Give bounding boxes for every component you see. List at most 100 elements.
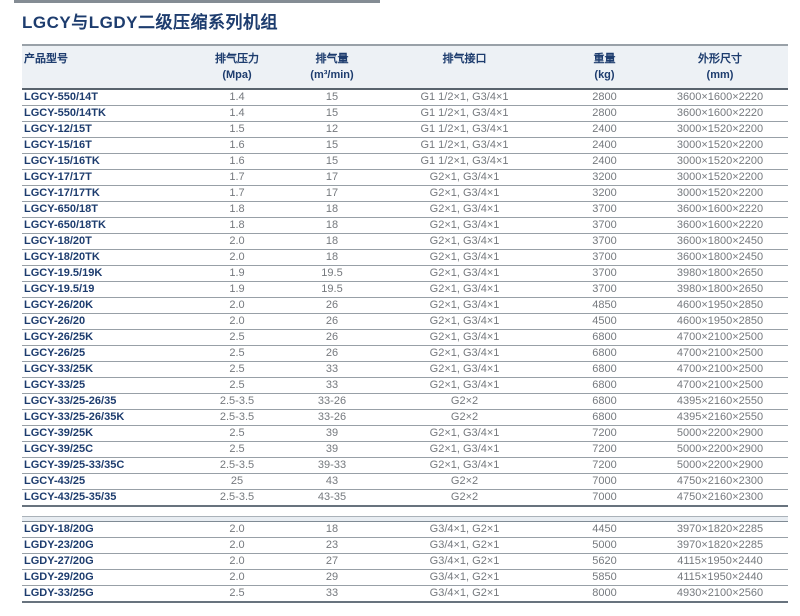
value-cell: 1.4 — [229, 91, 245, 103]
value-cell: 6800 — [557, 377, 652, 394]
value-cell: G2×1, G3/4×1 — [372, 185, 557, 202]
model-cell: LGCY-12/15T — [22, 121, 182, 138]
value-cell: 5000 — [557, 537, 652, 554]
value-cell: 2.5-3.5 — [182, 409, 292, 426]
value-cell: 19.5 — [292, 265, 372, 282]
model-cell: LGCY-33/25 — [22, 377, 182, 394]
value-cell: 3970×1820×2285 — [652, 537, 788, 554]
value-cell: 2.5 — [182, 361, 292, 378]
table-row: LGCY-33/25K 2.5 33 G2×1, G3/4×1 6800 4700×210… — [22, 361, 788, 378]
value-cell: 4115×1950×2440 — [652, 553, 788, 570]
value-cell: G2×1, G3/4×1 — [372, 249, 557, 266]
value-cell: 4700×2100×2500 — [652, 361, 788, 378]
table-row: LGCY-26/25K 2.5 26 G2×1, G3/4×1 6800 4700×210… — [22, 329, 788, 346]
value-cell: 18 — [292, 201, 372, 218]
section-gap — [22, 506, 788, 517]
value-cell: 15 — [292, 153, 372, 170]
value-cell: 17 — [292, 185, 372, 202]
value-cell: 4850 — [557, 297, 652, 314]
value-cell: 18 — [325, 523, 339, 535]
value-cell: 2800 — [592, 91, 617, 103]
value-cell: 1.8 — [182, 217, 292, 234]
value-cell: 26 — [292, 329, 372, 346]
model-cell: LGCY-33/25-26/35K — [22, 409, 182, 426]
value-cell: 2400 — [557, 153, 652, 170]
value-cell: G2×1, G3/4×1 — [372, 425, 557, 442]
model-cell: LGCY-26/20K — [22, 297, 182, 314]
value-cell: G1 1/2×1, G3/4×1 — [372, 105, 557, 122]
table-row: LGCY-19.5/19K 1.9 19.5 G2×1, G3/4×1 3700 3980… — [22, 265, 788, 282]
value-cell: 5000×2200×2900 — [652, 441, 788, 458]
page-title: LGCY与LGDY二级压缩系列机组 — [22, 13, 278, 32]
product-spec-table: 产品型号 排气压力 (Mpa) 排气量 (m³/min) 排气接口 重量 — [22, 44, 788, 603]
value-cell: 27 — [292, 553, 372, 570]
column-header-interface: 排气接口 — [372, 44, 557, 90]
value-cell: 2.0 — [182, 233, 292, 250]
value-cell: G2×1, G3/4×1 — [372, 441, 557, 458]
lgdy-section-body: LGDY-18/20G 2.0 18 G3/4×1, G2×1 4450 3970×182… — [22, 522, 788, 603]
value-cell: 3600×1800×2450 — [652, 233, 788, 250]
table-row: LGCY-550/14T 1.4 15 G1 1/2×1, G3/4×1 2800 360… — [22, 89, 788, 106]
table-row: LGCY-19.5/19 1.9 19.5 G2×1, G3/4×1 3700 3980×… — [22, 281, 788, 298]
value-cell: 2.5-3.5 — [182, 393, 292, 410]
model-cell: LGCY-19.5/19 — [22, 281, 182, 298]
table-row: LGDY-33/25G 2.5 33 G3/4×1, G2×1 8000 4930×210… — [22, 585, 788, 603]
value-cell: 2.0 — [182, 313, 292, 330]
value-cell: G2×1, G3/4×1 — [372, 265, 557, 282]
value-cell: 2800 — [557, 105, 652, 122]
value-cell: 2.0 — [182, 249, 292, 266]
value-cell: 4700×2100×2500 — [652, 377, 788, 394]
value-cell: 4395×2160×2550 — [652, 393, 788, 410]
page: LGCY与LGDY二级压缩系列机组 产品型号 排气压力 (Mpa) 排气量 (m… — [22, 13, 788, 603]
value-cell: 3000×1520×2200 — [652, 169, 788, 186]
column-header-weight: 重量 (kg) — [557, 44, 652, 90]
value-cell: 7200 — [557, 457, 652, 474]
value-cell: 43-35 — [292, 489, 372, 507]
model-cell: LGDY-27/20G — [22, 553, 182, 570]
value-cell: 2.5 — [182, 329, 292, 346]
value-cell: 43 — [292, 473, 372, 490]
value-cell: G2×1, G3/4×1 — [372, 233, 557, 250]
value-cell: G2×2 — [372, 489, 557, 507]
table-row: LGCY-39/25-33/35C 2.5-3.5 39-33 G2×1, G3/4×… — [22, 457, 788, 474]
value-cell: 1.8 — [182, 201, 292, 218]
value-cell: 7000 — [557, 489, 652, 507]
value-cell: 26 — [292, 297, 372, 314]
model-cell: LGCY-550/14TK — [22, 105, 182, 122]
column-label: 重量 — [593, 53, 616, 65]
table-row: LGCY-650/18T 1.8 18 G2×1, G3/4×1 3700 3600×16… — [22, 201, 788, 218]
value-cell: 2.5-3.5 — [182, 489, 292, 507]
model-cell: LGCY-39/25-33/35C — [22, 457, 182, 474]
value-cell: G2×2 — [372, 473, 557, 490]
value-cell: 25 — [182, 473, 292, 490]
value-cell: 2.5-3.5 — [182, 457, 292, 474]
value-cell: G2×1, G3/4×1 — [372, 345, 557, 362]
value-cell: 3700 — [557, 217, 652, 234]
value-cell: 33 — [292, 585, 372, 603]
value-cell: 7000 — [557, 473, 652, 490]
value-cell: 3700 — [557, 281, 652, 298]
table-row: LGCY-33/25-26/35K 2.5-3.5 33-26 G2×2 6800 439… — [22, 409, 788, 426]
value-cell: G3/4×1, G2×1 — [372, 585, 557, 603]
value-cell: 3700 — [557, 249, 652, 266]
model-cell: LGCY-43/25 — [22, 473, 182, 490]
value-cell: G1 1/2×1, G3/4×1 — [372, 137, 557, 154]
table-row: LGCY-39/25C 2.5 39 G2×1, G3/4×1 7200 5000×220… — [22, 441, 788, 458]
value-cell: 5620 — [557, 553, 652, 570]
value-cell: 4500 — [557, 313, 652, 330]
value-cell: 3600×1600×2220 — [652, 201, 788, 218]
value-cell: 3000×1520×2200 — [652, 153, 788, 170]
value-cell: 3000×1520×2200 — [652, 121, 788, 138]
value-cell: 1.4 — [182, 105, 292, 122]
model-cell: LGCY-15/16TK — [22, 153, 182, 170]
section-band — [22, 516, 788, 522]
table-row: LGDY-29/20G 2.0 29 G3/4×1, G2×1 5850 4115×195… — [22, 569, 788, 586]
value-cell: 1.7 — [182, 169, 292, 186]
value-cell: 26 — [292, 345, 372, 362]
table-row: LGCY-33/25 2.5 33 G2×1, G3/4×1 6800 4700×2100… — [22, 377, 788, 394]
value-cell: 1.6 — [182, 153, 292, 170]
value-cell: 3700 — [557, 233, 652, 250]
value-cell: 5850 — [557, 569, 652, 586]
value-cell: G2×1, G3/4×1 — [372, 377, 557, 394]
value-cell: 4115×1950×2440 — [652, 569, 788, 586]
